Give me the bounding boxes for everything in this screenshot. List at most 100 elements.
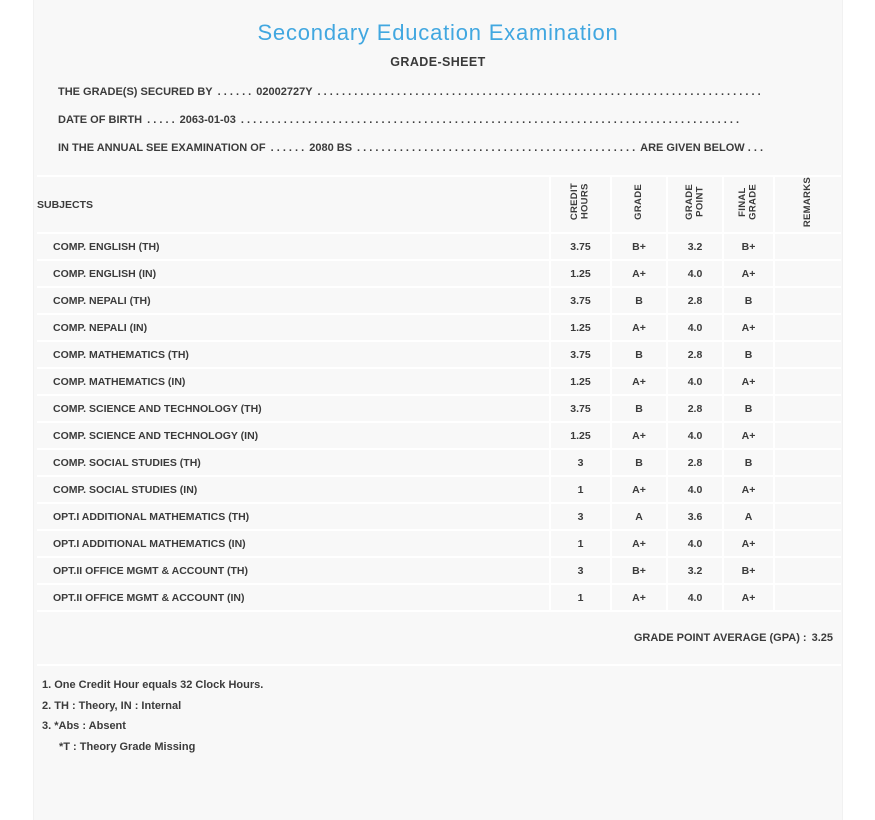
table-row: COMP. SOCIAL STUDIES (IN) 1 A+ 4.0 A+ (37, 476, 841, 505)
gpa-summary-row: GRADE POINT AVERAGE (GPA) : 3.25 (37, 612, 841, 667)
remarks-label: REMARKS (801, 177, 813, 228)
subject-cell: COMP. SCIENCE AND TECHNOLOGY (TH) (37, 395, 550, 424)
secured-by-label: THE GRADE(S) SECURED BY (58, 86, 213, 98)
grade-point-cell: 4.0 (666, 476, 723, 505)
grade-point-cell: 2.8 (666, 395, 723, 424)
credit-hours-cell: 3 (549, 449, 611, 478)
symbol-number-value: 02002727Y (256, 86, 313, 98)
subject-cell: OPT.II OFFICE MGMT & ACCOUNT (TH) (37, 557, 550, 586)
col-header-grade: GRADE (610, 176, 667, 235)
exam-year-value: 2080 BS (309, 142, 353, 154)
grade-cell: A+ (610, 584, 667, 613)
credit-hours-cell: 1.25 (549, 422, 611, 451)
grade-point-cell: 4.0 (666, 260, 723, 289)
final-grade-cell: A+ (722, 422, 774, 451)
grade-cell: A (610, 503, 667, 532)
grades-table-header: SUBJECTS CREDIT HOURS GRADE GRADE POINT … (37, 176, 841, 235)
col-header-subjects: SUBJECTS (37, 176, 550, 235)
exam-dots: . . . . . . (270, 142, 305, 154)
table-row: COMP. SCIENCE AND TECHNOLOGY (IN) 1.25 A+ 4… (37, 422, 841, 451)
footnotes: 1. One Credit Hour equals 32 Clock Hours… (34, 666, 842, 757)
grade-cell: B+ (610, 557, 667, 586)
credit-hours-label: CREDIT HOURS (569, 183, 591, 221)
credit-hours-cell: 3.75 (549, 395, 611, 424)
credit-hours-cell: 1 (549, 584, 611, 613)
secured-by-dots: . . . . . . (217, 86, 252, 98)
table-row: COMP. SOCIAL STUDIES (TH) 3 B 2.8 B (37, 449, 841, 478)
remarks-cell (773, 287, 841, 316)
page-title: Secondary Education Examination (257, 20, 619, 45)
final-grade-cell: B+ (722, 233, 774, 262)
grade-cell: B+ (610, 233, 667, 262)
grade-point-cell: 3.2 (666, 557, 723, 586)
subject-cell: COMP. ENGLISH (IN) (37, 260, 550, 289)
grade-cell: A+ (610, 476, 667, 505)
leader-dots: . . . . . . . . . . . . . . . . . . . . … (317, 86, 760, 98)
grade-cell: A+ (610, 314, 667, 343)
exam-label: IN THE ANNUAL SEE EXAMINATION OF (58, 142, 266, 154)
grade-point-cell: 2.8 (666, 341, 723, 370)
grade-label: GRADE (632, 184, 644, 220)
subject-cell: OPT.I ADDITIONAL MATHEMATICS (TH) (37, 503, 550, 532)
remarks-cell (773, 422, 841, 451)
grade-cell: B (610, 449, 667, 478)
remarks-cell (773, 557, 841, 586)
grade-point-label: GRADE POINT (683, 184, 706, 220)
credit-hours-cell: 1.25 (549, 368, 611, 397)
leader-dots: . . . . . . . . . . . . . . . . . . . . … (357, 142, 636, 154)
sheet-subtitle: GRADE-SHEET (390, 55, 486, 69)
subject-cell: COMP. ENGLISH (TH) (37, 233, 550, 262)
gpa-label: GRADE POINT AVERAGE (GPA) : (633, 632, 807, 645)
final-grade-cell: A+ (722, 584, 774, 613)
leader-dots: . . . . . . . . . . . . . . . . . . . . … (240, 114, 742, 126)
table-row: COMP. SCIENCE AND TECHNOLOGY (TH) 3.75 B 2.… (37, 395, 841, 424)
credit-hours-cell: 3 (549, 557, 611, 586)
grade-point-cell: 2.8 (666, 287, 723, 316)
final-grade-cell: B (722, 287, 774, 316)
grade-point-cell: 4.0 (666, 314, 723, 343)
table-row: COMP. MATHEMATICS (TH) 3.75 B 2.8 B (37, 341, 841, 370)
grade-point-cell: 4.0 (666, 530, 723, 559)
candidate-info: THE GRADE(S) SECURED BY . . . . . . 0200… (34, 78, 842, 162)
grades-table: SUBJECTS CREDIT HOURS GRADE GRADE POINT … (37, 175, 841, 613)
final-grade-cell: B+ (722, 557, 774, 586)
grade-cell: B (610, 287, 667, 316)
final-grade-cell: B (722, 449, 774, 478)
table-row: OPT.II OFFICE MGMT & ACCOUNT (TH) 3 B+ 3.2 B… (37, 557, 841, 586)
grade-cell: B (610, 395, 667, 424)
final-grade-cell: A (722, 503, 774, 532)
subject-cell: COMP. SOCIAL STUDIES (IN) (37, 476, 550, 505)
col-header-final-grade: FINAL GRADE (722, 176, 774, 235)
col-header-credit-hours: CREDIT HOURS (549, 176, 611, 235)
final-grade-cell: A+ (722, 530, 774, 559)
remarks-cell (773, 260, 841, 289)
subject-cell: OPT.II OFFICE MGMT & ACCOUNT (IN) (37, 584, 550, 613)
dob-dots: . . . . . (147, 114, 175, 126)
table-row: OPT.II OFFICE MGMT & ACCOUNT (IN) 1 A+ 4.0 A… (37, 584, 841, 613)
credit-hours-cell: 1 (549, 530, 611, 559)
final-grade-cell: B (722, 341, 774, 370)
remarks-cell (773, 584, 841, 613)
credit-hours-cell: 1.25 (549, 314, 611, 343)
final-grade-label: FINAL GRADE (737, 184, 759, 220)
remarks-cell (773, 476, 841, 505)
gpa-value: 3.25 (811, 632, 833, 645)
note-abs: 3. *Abs : Absent (42, 720, 126, 733)
remarks-cell (773, 314, 841, 343)
col-header-grade-point: GRADE POINT (666, 176, 723, 235)
table-row: COMP. NEPALI (IN) 1.25 A+ 4.0 A+ (37, 314, 841, 343)
remarks-cell (773, 449, 841, 478)
subject-cell: COMP. NEPALI (TH) (37, 287, 550, 316)
header-row: SUBJECTS CREDIT HOURS GRADE GRADE POINT … (37, 176, 841, 235)
note-th-in: 2. TH : Theory, IN : Internal (42, 699, 182, 712)
grade-point-cell: 3.2 (666, 233, 723, 262)
remarks-cell (773, 503, 841, 532)
grade-cell: A+ (610, 530, 667, 559)
final-grade-cell: A+ (722, 314, 774, 343)
remarks-cell (773, 530, 841, 559)
subject-cell: OPT.I ADDITIONAL MATHEMATICS (IN) (37, 530, 550, 559)
dob-label: DATE OF BIRTH (58, 114, 143, 126)
table-row: COMP. ENGLISH (TH) 3.75 B+ 3.2 B+ (37, 233, 841, 262)
grade-cell: A+ (610, 422, 667, 451)
grade-cell: B (610, 341, 667, 370)
